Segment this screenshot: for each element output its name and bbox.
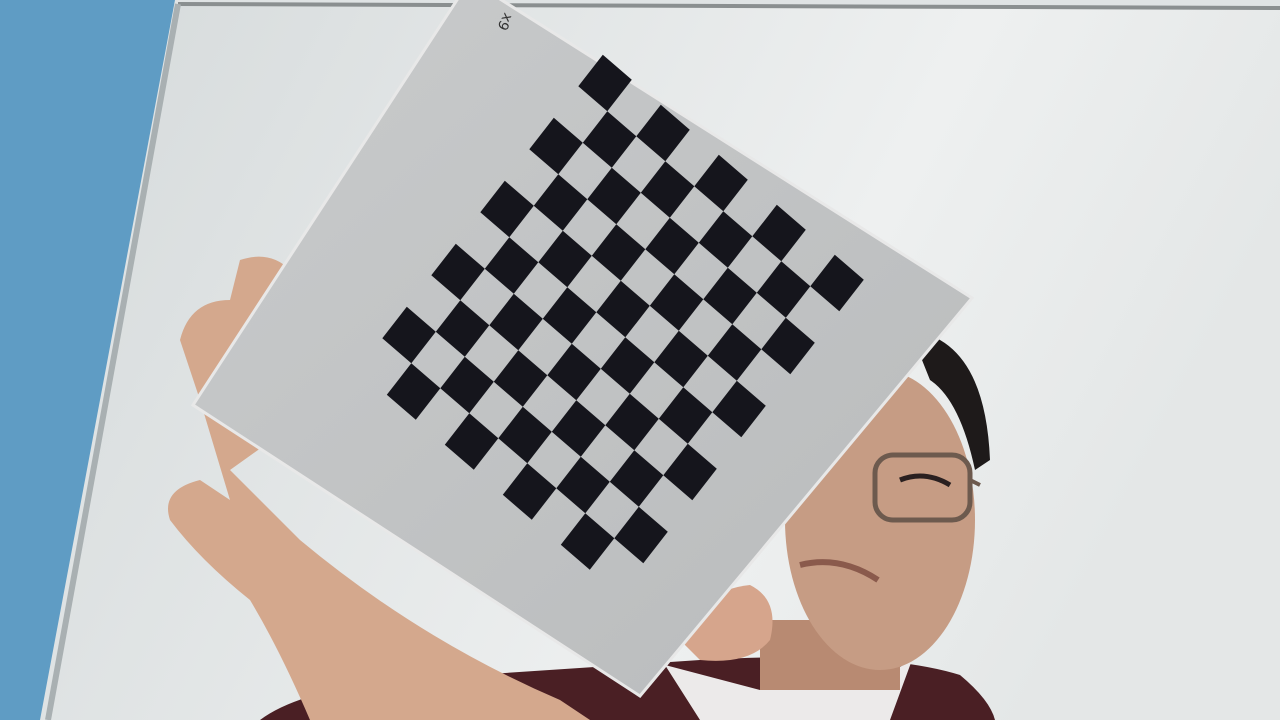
check-square	[529, 117, 583, 175]
checkerboard	[382, 54, 864, 570]
check-square	[605, 393, 659, 451]
check-square	[698, 211, 753, 268]
check-square	[382, 306, 436, 364]
check-square	[542, 287, 597, 344]
check-square	[658, 387, 713, 444]
mouth	[799, 559, 880, 583]
check-square	[591, 224, 646, 281]
check-square	[578, 54, 632, 112]
check-square	[533, 174, 588, 231]
check-square	[386, 363, 441, 420]
check-square	[654, 330, 708, 388]
blue-wall	[0, 0, 175, 720]
check-square	[703, 267, 757, 325]
check-square	[663, 443, 717, 501]
check-square	[582, 111, 637, 168]
hair	[910, 330, 990, 470]
whiteboard-frame	[177, 2, 1280, 10]
check-square	[600, 337, 655, 394]
check-square	[756, 261, 811, 318]
check-square	[707, 324, 762, 381]
check-square	[484, 237, 539, 294]
check-square	[636, 104, 690, 162]
check-square	[435, 300, 490, 357]
check-square	[493, 350, 548, 407]
check-square	[761, 317, 815, 375]
check-square	[551, 400, 606, 457]
check-square	[556, 456, 610, 514]
check-square	[649, 274, 704, 331]
check-square	[502, 463, 557, 520]
check-square	[609, 450, 664, 507]
check-square	[694, 154, 748, 212]
check-square	[640, 161, 695, 218]
check-square	[489, 293, 543, 351]
check-square	[587, 167, 641, 225]
check-square	[547, 343, 601, 401]
check-square	[614, 506, 668, 564]
check-square	[645, 217, 699, 275]
whiteboard-frame	[45, 3, 181, 720]
check-square	[810, 254, 864, 312]
check-square	[560, 513, 615, 570]
check-square	[440, 356, 494, 414]
board-label: x9	[493, 10, 515, 33]
glasses	[872, 452, 973, 523]
check-square	[712, 380, 766, 438]
check-square	[596, 280, 650, 338]
check-square	[538, 230, 592, 288]
check-square	[752, 204, 806, 262]
check-square	[431, 243, 485, 301]
thumb	[680, 585, 773, 661]
calibration-board	[190, 0, 975, 698]
glasses-arm	[969, 478, 981, 487]
check-square	[444, 413, 499, 470]
check-square	[498, 406, 552, 464]
check-square	[480, 180, 534, 238]
eye	[899, 473, 952, 488]
